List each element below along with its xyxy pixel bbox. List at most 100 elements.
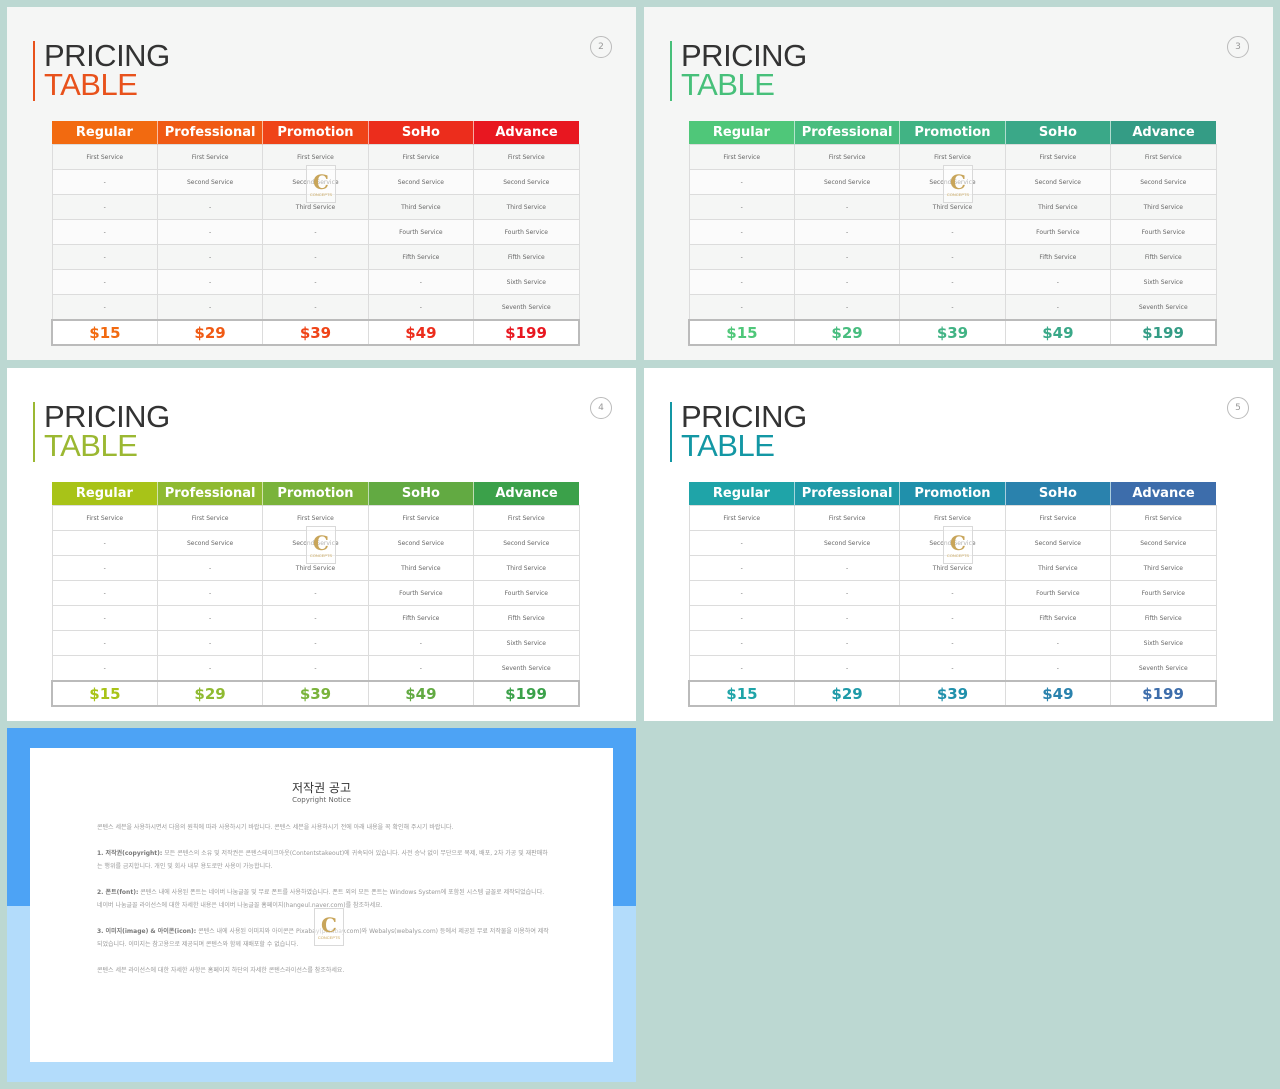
watermark-logo: C CONCEPTS: [306, 165, 336, 203]
column-header-advance: Advance: [473, 482, 579, 506]
table-cell: -: [688, 530, 795, 556]
table-cell: Fifth Service: [1004, 605, 1112, 631]
watermark-text: CONCEPTS: [946, 552, 970, 558]
price-cell: $29: [793, 319, 901, 346]
table-cell: First Service: [367, 144, 475, 170]
notice-subtitle: Copyright Notice: [292, 796, 351, 804]
watermark-letter: C: [313, 169, 329, 194]
table-cell: First Service: [1110, 144, 1217, 170]
title-line-2: TABLE: [44, 67, 138, 102]
notice-body: 콘텐스 세븐을 사용하시면서 다음의 원칙에 따라 사용하시기 바랍니다. 콘텐…: [97, 821, 550, 990]
table-cell: Second Service: [793, 169, 901, 195]
price-cell: $15: [50, 319, 158, 346]
price-cell: $15: [687, 319, 795, 346]
table-row: - - - Fourth Service Fourth Service: [688, 580, 1217, 606]
column-header-professional: Professional: [156, 121, 263, 145]
title-line-1: PRICING: [681, 38, 807, 73]
table-cell: -: [262, 655, 369, 682]
table-cell: Seventh Service: [473, 655, 580, 682]
table-cell: -: [51, 269, 158, 295]
column-header-promotion: Promotion: [899, 482, 1006, 506]
notice-section: 2. 폰트(font): 콘텐스 내에 사용된 폰트는 네이버 나눔글꼴 및 무…: [97, 886, 550, 912]
table-cell: Third Service: [473, 555, 580, 581]
table-cell: -: [51, 530, 158, 556]
table-cell: Seventh Service: [1110, 655, 1217, 682]
title-line-2: TABLE: [681, 67, 775, 102]
table-cell: First Service: [51, 505, 158, 531]
table-cell: Third Service: [1004, 555, 1112, 581]
table-cell: -: [899, 655, 1006, 682]
notice-section-text: 콘텐스 내에 사용된 폰트는 네이버 나눔글꼴 및 무료 폰트를 사용하였습니다…: [97, 889, 545, 909]
table-cell: -: [156, 269, 264, 295]
table-cell: First Service: [473, 144, 580, 170]
slide-pricing-2: PRICING TABLE 2 Regular Professional Promo…: [7, 7, 636, 360]
table-cell: Fourth Service: [1110, 580, 1217, 606]
table-cell: Fifth Service: [1110, 605, 1217, 631]
table-cell: First Service: [688, 505, 795, 531]
table-row: - - - - Seventh Service: [688, 655, 1217, 682]
table-row: - - - - Seventh Service: [688, 294, 1217, 321]
table-row: - - - - Seventh Service: [51, 294, 580, 321]
column-header-soho: SoHo: [1004, 482, 1111, 506]
table-cell: -: [156, 294, 264, 321]
price-cell: $49: [1004, 680, 1112, 707]
table-header-row: Regular Professional Promotion SoHo Advance: [689, 121, 1216, 145]
table-cell: -: [793, 269, 901, 295]
table-cell: -: [793, 605, 901, 631]
column-header-regular: Regular: [52, 482, 158, 506]
table-cell: Second Service: [473, 530, 580, 556]
table-cell: -: [899, 580, 1006, 606]
page-number: 2: [590, 36, 612, 58]
table-cell: Second Service: [1110, 530, 1217, 556]
table-cell: -: [156, 555, 264, 581]
table-cell: Second Service: [156, 530, 264, 556]
notice-section-text: 모든 콘텐스의 소유 및 저작권은 콘텐스테이크아웃(Contentstakeo…: [97, 850, 548, 870]
table-cell: -: [367, 269, 475, 295]
table-cell: -: [899, 219, 1006, 245]
table-cell: First Service: [367, 505, 475, 531]
table-cell: -: [51, 630, 158, 656]
table-row: - - - Fifth Service Fifth Service: [688, 244, 1217, 270]
price-cell: $199: [1110, 319, 1218, 346]
table-cell: Second Service: [1004, 530, 1112, 556]
table-cell: Fifth Service: [1004, 244, 1112, 270]
table-cell: -: [1004, 655, 1112, 682]
table-cell: First Service: [156, 505, 264, 531]
table-cell: First Service: [793, 505, 901, 531]
title-line-1: PRICING: [681, 399, 807, 434]
price-cell: $15: [687, 680, 795, 707]
table-cell: Second Service: [1110, 169, 1217, 195]
notice-section-heading: 3. 이미지(image) & 아이콘(icon):: [97, 928, 197, 935]
table-cell: -: [51, 580, 158, 606]
table-cell: -: [688, 630, 795, 656]
watermark-logo: C CONCEPTS: [314, 908, 344, 946]
table-row: - - - - Sixth Service: [688, 269, 1217, 295]
column-header-regular: Regular: [689, 482, 795, 506]
table-cell: -: [688, 169, 795, 195]
column-header-professional: Professional: [793, 121, 900, 145]
table-cell: Second Service: [1004, 169, 1112, 195]
column-header-advance: Advance: [473, 121, 579, 145]
table-cell: Seventh Service: [1110, 294, 1217, 321]
table-cell: -: [262, 244, 369, 270]
table-cell: Sixth Service: [473, 269, 580, 295]
notice-section: 3. 이미지(image) & 아이콘(icon): 콘텐스 내에 사용된 이미…: [97, 925, 550, 951]
table-cell: -: [793, 294, 901, 321]
table-cell: First Service: [688, 144, 795, 170]
table-cell: -: [156, 194, 264, 220]
table-cell: -: [51, 294, 158, 321]
table-cell: Fourth Service: [367, 580, 475, 606]
table-cell: Third Service: [367, 194, 475, 220]
table-cell: Fourth Service: [1004, 219, 1112, 245]
table-cell: -: [793, 580, 901, 606]
slide-title: PRICING TABLE: [33, 40, 170, 102]
price-cell: $39: [899, 680, 1006, 707]
table-cell: Fourth Service: [473, 580, 580, 606]
notice-section-heading: 2. 폰트(font):: [97, 889, 139, 896]
table-cell: -: [899, 294, 1006, 321]
table-cell: Fifth Service: [367, 605, 475, 631]
table-row: - - - Fourth Service Fourth Service: [51, 580, 580, 606]
page-number: 4: [590, 397, 612, 419]
table-row: - - - - Sixth Service: [51, 630, 580, 656]
table-cell: Third Service: [367, 555, 475, 581]
